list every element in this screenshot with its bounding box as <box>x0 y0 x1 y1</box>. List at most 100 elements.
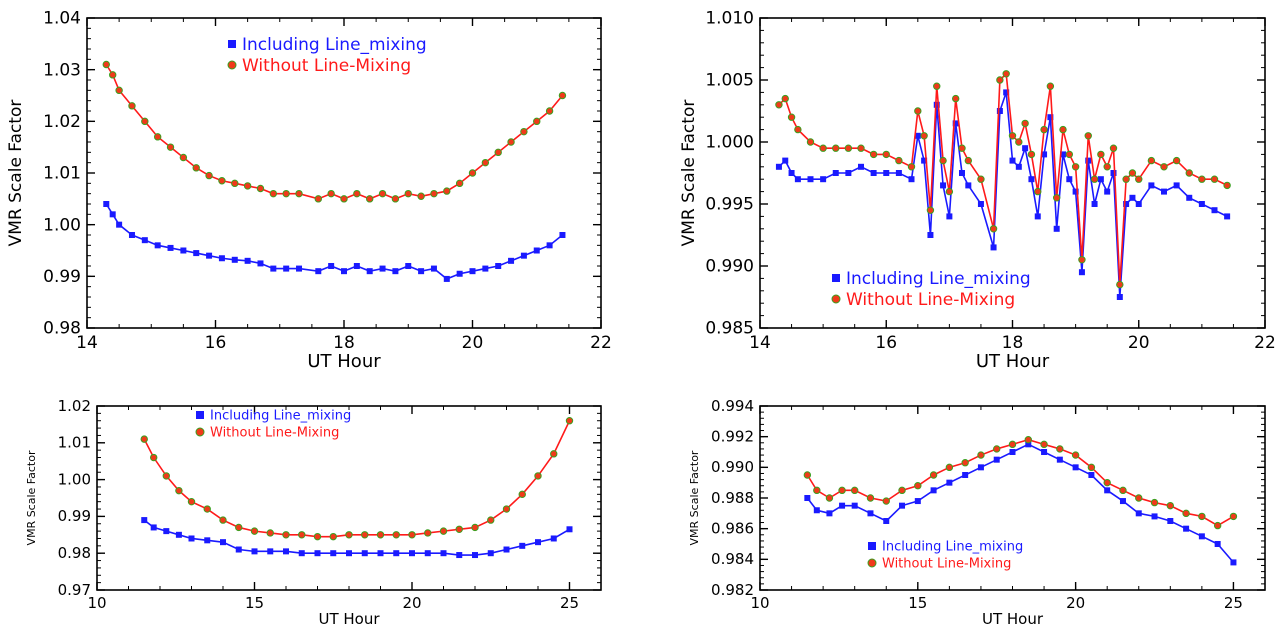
data-point-including <box>270 265 277 272</box>
data-point-including <box>235 546 242 553</box>
y-axis-label: VMR Scale Factor <box>688 450 701 545</box>
data-point-without <box>487 516 495 524</box>
data-point-including <box>1104 487 1111 494</box>
data-point-including <box>921 157 928 164</box>
data-point-including <box>804 495 811 501</box>
data-point-including <box>393 550 400 557</box>
data-point-including <box>965 182 972 189</box>
data-point-without <box>1021 119 1029 128</box>
y-tick-label: 1.005 <box>705 71 754 91</box>
data-point-without <box>1128 169 1137 177</box>
data-point-without <box>1135 175 1143 183</box>
data-point-including <box>283 548 289 555</box>
data-point-including <box>163 528 170 535</box>
y-tick-label: 1.02 <box>43 112 81 132</box>
data-point-without <box>825 494 834 502</box>
data-point-including <box>1129 194 1136 201</box>
data-point-without <box>295 189 303 198</box>
data-point-including <box>566 526 573 533</box>
data-point-without <box>256 184 265 193</box>
data-point-without <box>1052 194 1061 202</box>
chart-panel-3: 10 15 20 25 0.97 0.98 0.99 1.00 1.01 1.02 UT Hour V… <box>25 397 602 628</box>
data-point-including <box>1060 151 1066 158</box>
data-point-without <box>1040 125 1048 134</box>
y-tick-label: 0.990 <box>705 257 754 277</box>
data-point-including <box>231 256 238 263</box>
data-point-including <box>1104 188 1111 195</box>
x-tick-label: 20 <box>462 333 484 353</box>
data-point-without <box>443 187 451 195</box>
data-point-including <box>1078 269 1085 276</box>
data-point-including <box>807 176 814 183</box>
data-point-including <box>377 550 384 557</box>
data-point-without <box>282 189 290 198</box>
legend-marker-without <box>867 558 877 568</box>
data-point-without <box>781 94 789 103</box>
data-point-without <box>175 486 183 495</box>
data-point-including <box>1066 176 1073 183</box>
data-point-including <box>1041 151 1048 158</box>
series-line-without <box>778 72 1228 285</box>
series-line-including <box>778 92 1228 298</box>
data-point-without <box>958 144 966 152</box>
x-tick-label: 20 <box>402 594 421 612</box>
data-point-including <box>813 507 820 514</box>
data-point-including <box>1161 188 1167 195</box>
series-line-without <box>143 420 571 538</box>
data-point-including <box>482 265 489 272</box>
data-point-including <box>977 201 984 207</box>
data-point-without <box>832 144 840 152</box>
data-point-including <box>533 247 540 254</box>
data-point-including <box>244 257 251 264</box>
data-point-including <box>851 502 858 509</box>
data-point-without <box>417 192 425 200</box>
legend-label-without: Without Line-Mixing <box>242 56 411 76</box>
data-point-including <box>154 242 161 249</box>
data-point-including <box>204 537 211 544</box>
data-point-including <box>1186 194 1193 201</box>
data-point-without <box>1116 280 1124 289</box>
data-point-including <box>782 157 789 164</box>
data-point-including <box>1072 464 1079 471</box>
data-point-without <box>939 156 947 165</box>
data-point-without <box>205 171 213 180</box>
data-point-including <box>346 550 352 557</box>
data-point-including <box>1047 114 1054 121</box>
y-tick-label: 0.995 <box>705 195 754 215</box>
data-point-including <box>1009 157 1016 164</box>
data-point-including <box>353 263 360 269</box>
y-tick-label: 0.992 <box>711 427 754 445</box>
y-axis-label: VMR Scale Factor <box>25 450 38 545</box>
data-point-including <box>366 268 373 275</box>
data-point-including <box>175 531 182 538</box>
x-axis-label: UT Hour <box>318 610 380 627</box>
y-tick-label: 0.982 <box>711 581 754 599</box>
data-point-including <box>952 120 959 127</box>
data-point-without <box>914 107 922 115</box>
data-point-without <box>102 60 110 69</box>
data-point-including <box>933 101 940 108</box>
y-tick-label: 1.03 <box>43 60 81 80</box>
data-point-including <box>267 548 274 555</box>
y-tick-label: 0.97 <box>58 581 91 599</box>
data-point-without <box>1150 498 1159 507</box>
data-point-including <box>962 472 969 478</box>
data-point-including <box>251 548 258 555</box>
legend-marker-without <box>831 294 841 304</box>
data-point-without <box>533 117 541 126</box>
data-point-without <box>128 102 136 110</box>
data-point-without <box>391 195 400 203</box>
data-point-including <box>1198 201 1205 207</box>
x-tick-label: 20 <box>1128 333 1150 353</box>
data-point-without <box>1182 509 1190 518</box>
data-point-without <box>218 177 226 185</box>
data-point-including <box>535 539 541 546</box>
data-point-without <box>996 76 1004 84</box>
data-point-without <box>1097 150 1105 159</box>
data-point-without <box>1198 175 1206 183</box>
data-point-including <box>116 221 123 228</box>
data-point-without <box>109 71 117 79</box>
